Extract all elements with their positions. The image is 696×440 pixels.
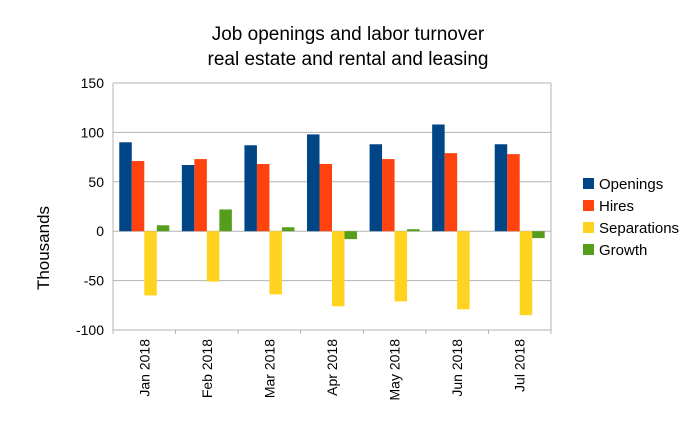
bars: [119, 124, 544, 315]
x-tick-label: Jan 2018: [136, 339, 152, 397]
chart-title-line-1: Job openings and labor turnover: [212, 24, 485, 45]
bar-openings: [119, 142, 131, 231]
bar-separations: [269, 231, 282, 294]
legend-swatch-growth: [583, 244, 594, 255]
bar-hires: [132, 161, 145, 231]
legend-swatch-openings: [583, 178, 594, 189]
bar-growth: [407, 229, 420, 231]
bar-openings: [432, 124, 445, 231]
legend: Openings Hires Separations Growth: [583, 176, 679, 259]
x-tick-label: Jun 2018: [449, 339, 465, 397]
bar-separations: [144, 231, 157, 295]
bar-separations: [207, 231, 220, 281]
chart-title: Job openings and labor turnover real est…: [208, 24, 489, 70]
bar-growth: [282, 227, 295, 231]
x-tick-label: Apr 2018: [324, 339, 340, 396]
legend-label-separations: Separations: [599, 220, 679, 237]
legend-swatch-hires: [583, 200, 594, 211]
legend-label-hires: Hires: [599, 198, 634, 215]
y-tick-label: 0: [96, 223, 104, 239]
x-tick-label: Feb 2018: [199, 339, 215, 398]
x-tick-label: Mar 2018: [261, 339, 277, 398]
chart-title-line-2: real estate and rental and leasing: [208, 49, 489, 70]
x-tick-label: Jul 2018: [512, 339, 528, 392]
y-tick-labels: -100 -50 0 50 100 150: [76, 75, 104, 338]
y-tick-label: 150: [81, 75, 105, 91]
bar-growth: [532, 231, 545, 238]
bar-hires: [445, 153, 458, 231]
y-tick-label: -50: [84, 273, 104, 289]
bar-openings: [370, 144, 383, 231]
bar-hires: [320, 164, 333, 231]
bar-openings: [182, 165, 195, 231]
x-tick-labels: Jan 2018 Feb 2018 Mar 2018 Apr 2018 May 2018…: [136, 339, 527, 401]
legend-label-growth: Growth: [599, 242, 647, 259]
legend-label-openings: Openings: [599, 176, 663, 193]
bar-hires: [257, 164, 270, 231]
y-axis-label: Thousands: [34, 206, 53, 290]
bar-growth: [345, 231, 358, 239]
bar-growth: [219, 209, 232, 231]
x-tick-label: May 2018: [387, 339, 403, 401]
bar-growth: [157, 225, 170, 231]
bar-hires: [507, 154, 520, 231]
legend-swatch-separations: [583, 222, 594, 233]
bar-separations: [332, 231, 345, 306]
bar-separations: [457, 231, 470, 309]
y-tick-label: -100: [76, 322, 104, 338]
bar-separations: [520, 231, 533, 315]
bar-hires: [382, 159, 395, 231]
bar-separations: [395, 231, 408, 301]
bar-hires: [194, 159, 207, 231]
bar-openings: [495, 144, 508, 231]
bar-openings: [244, 145, 257, 231]
bar-openings: [307, 134, 320, 231]
y-tick-label: 100: [81, 124, 105, 140]
y-tick-label: 50: [88, 174, 104, 190]
